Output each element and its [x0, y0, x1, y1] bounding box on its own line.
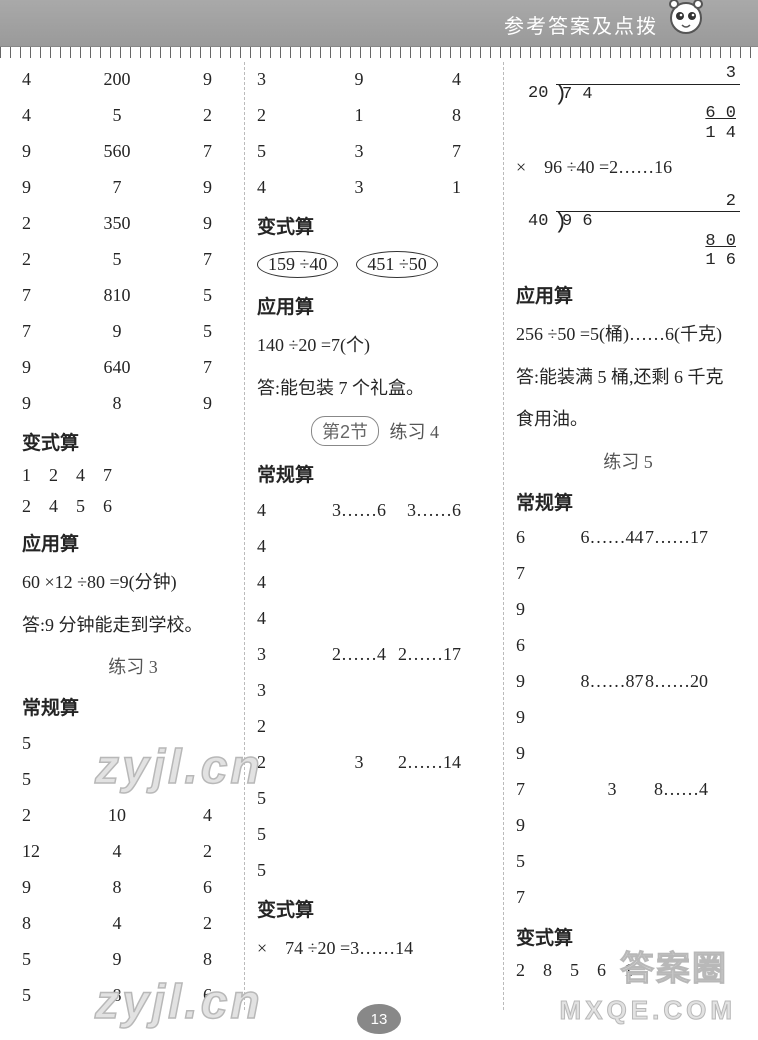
table-row: 42009 — [22, 64, 244, 94]
answer-text: 答:能包装 7 个礼盒。 — [257, 370, 493, 407]
section-yingyong: 应用算 — [257, 288, 493, 321]
table-row: 537 — [257, 136, 493, 166]
equation: 60 ×12 ÷80 =9(分钟) — [22, 564, 244, 601]
sequence-row: 1247 — [22, 463, 244, 488]
column-3: 3 20) 7 4 6 0 1 4 × 96 ÷40 =2……16 2 40) … — [504, 62, 740, 1010]
table-row: 6 — [516, 631, 740, 661]
table-row: 989 — [22, 388, 244, 418]
table-row: 232……14 — [257, 747, 493, 777]
table-row: 986 — [22, 872, 244, 902]
page-content: 42009 452 95607 979 23509 257 78105 795 … — [0, 58, 758, 1010]
table-row: 78105 — [22, 280, 244, 310]
section-badge: 第2节 — [311, 416, 379, 446]
equation-wrong: × 96 ÷40 =2……16 — [516, 149, 740, 186]
answer-text: 答:9 分钟能走到学校。 — [22, 607, 244, 644]
circled-value: 451 ÷50 — [356, 251, 437, 278]
table-row: 5 — [257, 783, 493, 813]
section-bianshi: 变式算 — [516, 919, 740, 952]
table-row: 9 — [516, 811, 740, 841]
table-row: 5 — [22, 728, 244, 758]
equation: 140 ÷20 =7(个) — [257, 327, 493, 364]
exercise-label: 练习 5 — [516, 444, 740, 478]
circled-row: 159 ÷40 451 ÷50 — [257, 247, 493, 282]
table-row: 9 — [516, 595, 740, 625]
answer-text: 食用油。 — [516, 401, 740, 438]
table-row: 394 — [257, 64, 493, 94]
section-bianshi: 变式算 — [22, 424, 244, 457]
long-division: 3 20) 7 4 6 0 1 4 — [556, 64, 740, 143]
header-title: 参考答案及点拨 — [504, 10, 658, 39]
table-row: 5 — [257, 819, 493, 849]
table-row: 431 — [257, 172, 493, 202]
table-row: 2104 — [22, 800, 244, 830]
table-row: 4 — [257, 531, 493, 561]
section-bianshi: 变式算 — [257, 208, 493, 241]
exercise-label: 练习 4 — [390, 422, 440, 442]
exercise-label: 练习 3 — [22, 649, 244, 683]
table-row: 257 — [22, 244, 244, 274]
table-row: 5 — [516, 847, 740, 877]
table-row: 738……4 — [516, 775, 740, 805]
column-1: 42009 452 95607 979 23509 257 78105 795 … — [22, 62, 244, 1010]
table-row: 979 — [22, 172, 244, 202]
table-row: 7 — [516, 559, 740, 589]
equation: 256 ÷50 =5(桶)……6(千克) — [516, 316, 740, 353]
table-row: 66……447……17 — [516, 523, 740, 553]
table-row: 23509 — [22, 208, 244, 238]
table-row: 32……42……17 — [257, 639, 493, 669]
table-row: 795 — [22, 316, 244, 346]
page-header: 参考答案及点拨 — [0, 0, 758, 46]
section-changgui: 常规算 — [516, 484, 740, 517]
table-row: 9 — [516, 739, 740, 769]
section-badge-row: 第2节 练习 4 — [257, 412, 493, 450]
answer-text: 答:能装满 5 桶,还剩 6 千克 — [516, 359, 740, 396]
table-row: 1242 — [22, 836, 244, 866]
sequence-row: 2456 — [22, 494, 244, 519]
table-row: 96407 — [22, 352, 244, 382]
table-row: 5 — [257, 855, 493, 885]
section-yingyong: 应用算 — [22, 525, 244, 558]
table-row: 218 — [257, 100, 493, 130]
mascot-icon — [664, 0, 708, 38]
table-row: 3 — [257, 675, 493, 705]
ruler-decoration — [0, 46, 758, 58]
long-division: 2 40) 9 6 8 0 1 6 — [556, 192, 740, 271]
column-2: 394 218 537 431 变式算 159 ÷40 451 ÷50 应用算 … — [244, 62, 504, 1010]
table-row: 586 — [22, 980, 244, 1010]
circled-value: 159 ÷40 — [257, 251, 338, 278]
table-row: 598 — [22, 944, 244, 974]
sequence-row: 28561 — [516, 958, 740, 983]
table-row: 4 — [257, 603, 493, 633]
section-bianshi: 变式算 — [257, 891, 493, 924]
table-row: 4 — [257, 567, 493, 597]
equation: × 74 ÷20 =3……14 — [257, 930, 493, 967]
section-changgui: 常规算 — [257, 456, 493, 489]
table-row: 9 — [516, 703, 740, 733]
table-row: 98……878……20 — [516, 667, 740, 697]
table-row: 7 — [516, 883, 740, 913]
section-changgui: 常规算 — [22, 689, 244, 722]
table-row: 95607 — [22, 136, 244, 166]
table-row: 452 — [22, 100, 244, 130]
table-row: 5 — [22, 764, 244, 794]
table-row: 43……63……6 — [257, 495, 493, 525]
table-row: 2 — [257, 711, 493, 741]
page-number: 13 — [357, 1004, 401, 1034]
section-yingyong: 应用算 — [516, 277, 740, 310]
table-row: 842 — [22, 908, 244, 938]
